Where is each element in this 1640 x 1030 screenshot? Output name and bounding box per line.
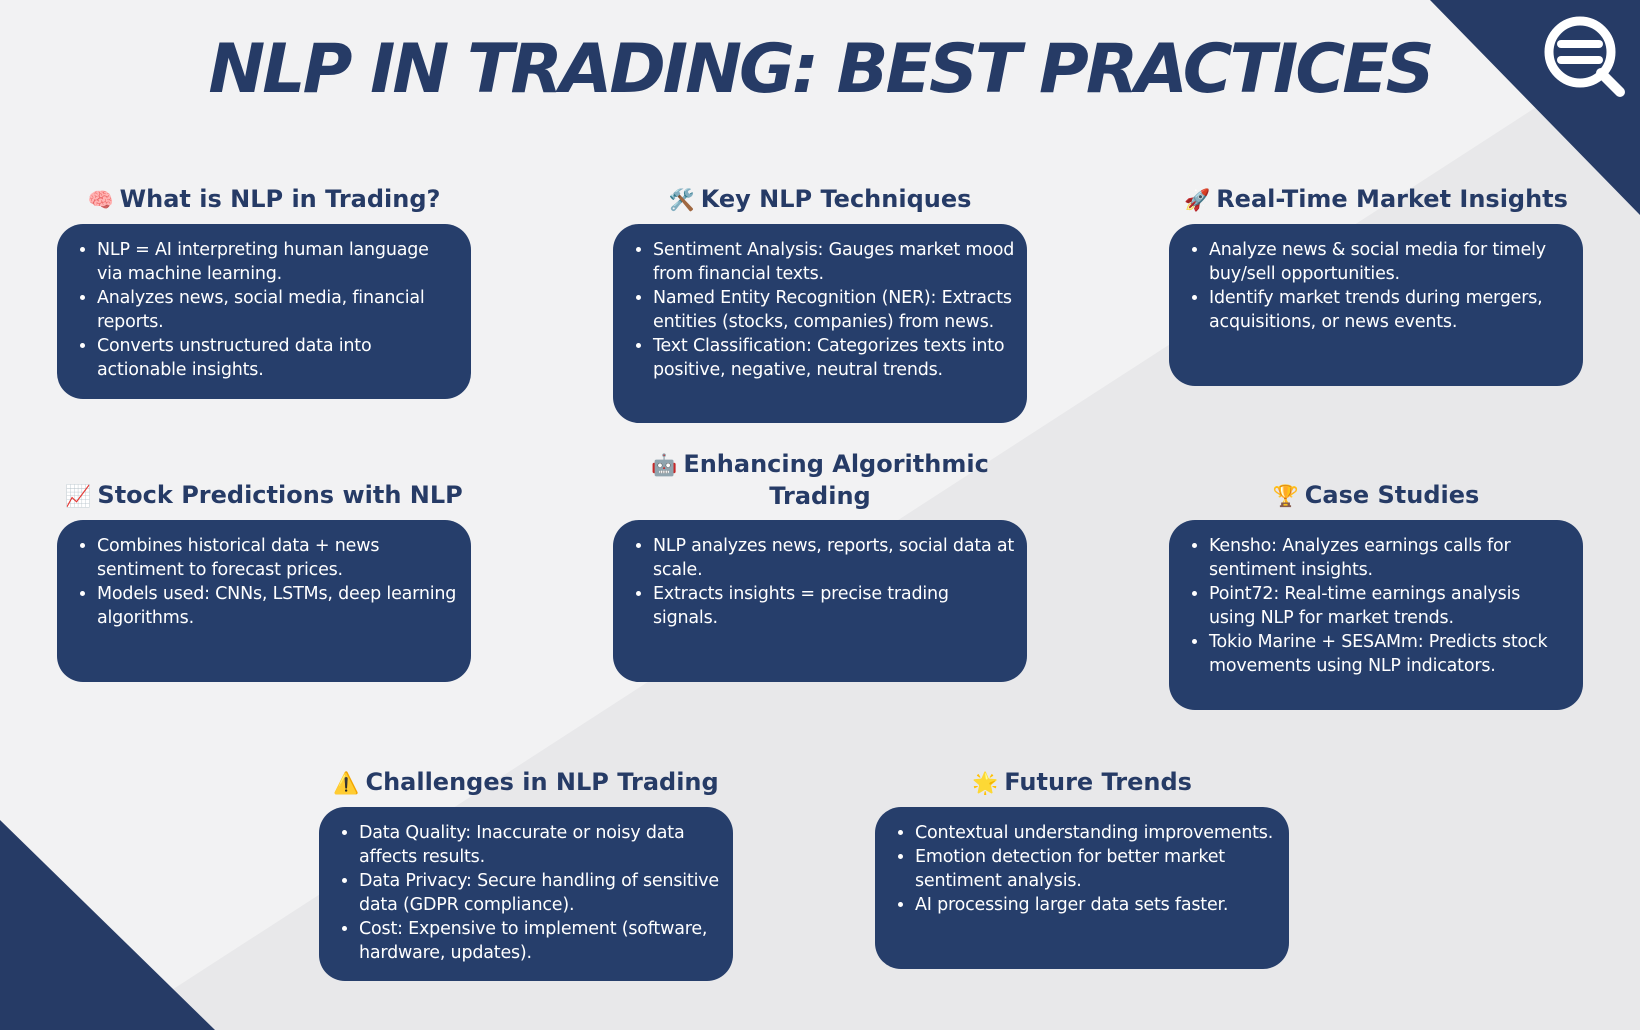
section-case-studies: 🏆Case Studies Kensho: Analyzes earnings … [1169, 446, 1583, 710]
section-card: Sentiment Analysis: Gauges market mood f… [613, 224, 1027, 423]
section-card: Contextual understanding improvements. E… [875, 807, 1289, 969]
list-item: Models used: CNNs, LSTMs, deep learning … [97, 582, 459, 630]
section-title-text: Future Trends [1004, 768, 1192, 796]
list-item: Text Classification: Categorizes texts i… [653, 334, 1015, 382]
list-item: Kensho: Analyzes earnings calls for sent… [1209, 534, 1571, 582]
list-item: Point72: Real-time earnings analysis usi… [1209, 582, 1571, 630]
section-title-text: Case Studies [1304, 481, 1480, 509]
bullet-list: NLP analyzes news, reports, social data … [627, 534, 1015, 630]
section-key-techniques: 🛠️Key NLP Techniques Sentiment Analysis:… [613, 150, 1027, 423]
list-item: Analyzes news, social media, financial r… [97, 286, 459, 334]
list-item: NLP = AI interpreting human language via… [97, 238, 459, 286]
section-title-text: Real-Time Market Insights [1216, 185, 1568, 213]
section-card: Combines historical data + news sentimen… [57, 520, 471, 682]
list-item: Cost: Expensive to implement (software, … [359, 917, 721, 965]
section-title-text: What is NLP in Trading? [119, 185, 441, 213]
list-item: Named Entity Recognition (NER): Extracts… [653, 286, 1015, 334]
bullet-list: NLP = AI interpreting human language via… [71, 238, 459, 382]
section-title: 🌟 Future Trends [972, 767, 1192, 799]
bullet-list: Kensho: Analyzes earnings calls for sent… [1183, 534, 1571, 678]
section-future-trends: 🌟Future Trends Contextual understanding … [875, 733, 1289, 969]
corner-decoration-bottom-left [0, 820, 215, 1030]
section-card: Kensho: Analyzes earnings calls for sent… [1169, 520, 1583, 710]
section-title: 🏆 Case Studies [1273, 480, 1480, 512]
section-card: Analyze news & social media for timely b… [1169, 224, 1583, 386]
section-title: 📈 Stock Predictions with NLP [65, 480, 462, 512]
section-stock-predictions: 📈Stock Predictions with NLP Combines his… [57, 446, 471, 682]
section-title: ⚠️ Challenges in NLP Trading [333, 767, 718, 799]
section-header: 🛠️ Key NLP Techniques [613, 150, 1027, 216]
section-header: 🏆 Case Studies [1169, 446, 1583, 512]
list-item: Analyze news & social media for timely b… [1209, 238, 1571, 286]
list-item: Tokio Marine + SESAMm: Predicts stock mo… [1209, 630, 1571, 678]
section-title: 🛠️ Key NLP Techniques [669, 184, 972, 216]
bullet-list: Data Quality: Inaccurate or noisy data a… [333, 821, 721, 965]
list-item: Sentiment Analysis: Gauges market mood f… [653, 238, 1015, 286]
robot-icon: 🤖 [651, 453, 678, 477]
section-title-text: Stock Predictions with NLP [97, 481, 463, 509]
rocket-icon: 🚀 [1184, 188, 1211, 212]
q-magnifier-logo-icon [1544, 16, 1625, 97]
tools-icon: 🛠️ [668, 188, 695, 212]
section-header: ⚠️ Challenges in NLP Trading [319, 733, 733, 799]
list-item: Data Privacy: Secure handling of sensiti… [359, 869, 721, 917]
page-title: NLP IN TRADING: BEST PRACTICES [208, 30, 1434, 109]
trophy-icon: 🏆 [1272, 484, 1299, 508]
section-header: 🧠 What is NLP in Trading? [57, 150, 471, 216]
list-item: NLP analyzes news, reports, social data … [653, 534, 1015, 582]
section-title-text: Challenges in NLP Trading [365, 768, 719, 796]
section-title: 🚀 Real-Time Market Insights [1184, 184, 1568, 216]
section-card: Data Quality: Inaccurate or noisy data a… [319, 807, 733, 981]
section-title-text: Enhancing Algorithmic Trading [683, 450, 989, 510]
list-item: Emotion detection for better market sent… [915, 845, 1277, 893]
section-card: NLP = AI interpreting human language via… [57, 224, 471, 399]
section-header: 🤖 Enhancing Algorithmic Trading [613, 446, 1027, 512]
warning-icon: ⚠️ [333, 771, 360, 795]
list-item: AI processing larger data sets faster. [915, 893, 1277, 917]
list-item: Data Quality: Inaccurate or noisy data a… [359, 821, 721, 869]
list-item: Contextual understanding improvements. [915, 821, 1277, 845]
section-title-text: Key NLP Techniques [700, 185, 972, 213]
section-header: 🌟 Future Trends [875, 733, 1289, 799]
section-title: 🤖 Enhancing Algorithmic Trading [613, 449, 1027, 512]
bullet-list: Analyze news & social media for timely b… [1183, 238, 1571, 334]
bullet-list: Contextual understanding improvements. E… [889, 821, 1277, 917]
chart-up-icon: 📈 [65, 484, 92, 508]
section-card: NLP analyzes news, reports, social data … [613, 520, 1027, 682]
section-algorithmic-trading: 🤖Enhancing Algorithmic Trading NLP analy… [613, 446, 1027, 682]
section-challenges: ⚠️Challenges in NLP Trading Data Quality… [319, 733, 733, 981]
star-icon: 🌟 [972, 771, 999, 795]
list-item: Extracts insights = precise trading sign… [653, 582, 1015, 630]
bullet-list: Combines historical data + news sentimen… [71, 534, 459, 630]
section-title: 🧠 What is NLP in Trading? [88, 184, 441, 216]
section-header: 🚀 Real-Time Market Insights [1169, 150, 1583, 216]
bullet-list: Sentiment Analysis: Gauges market mood f… [627, 238, 1015, 382]
brain-icon: 🧠 [87, 188, 114, 212]
list-item: Combines historical data + news sentimen… [97, 534, 459, 582]
section-real-time-insights: 🚀Real-Time Market Insights Analyze news … [1169, 150, 1583, 386]
list-item: Converts unstructured data into actionab… [97, 334, 459, 382]
section-header: 📈 Stock Predictions with NLP [57, 446, 471, 512]
section-what-is-nlp: 🧠What is NLP in Trading? NLP = AI interp… [57, 150, 471, 399]
list-item: Identify market trends during mergers, a… [1209, 286, 1571, 334]
